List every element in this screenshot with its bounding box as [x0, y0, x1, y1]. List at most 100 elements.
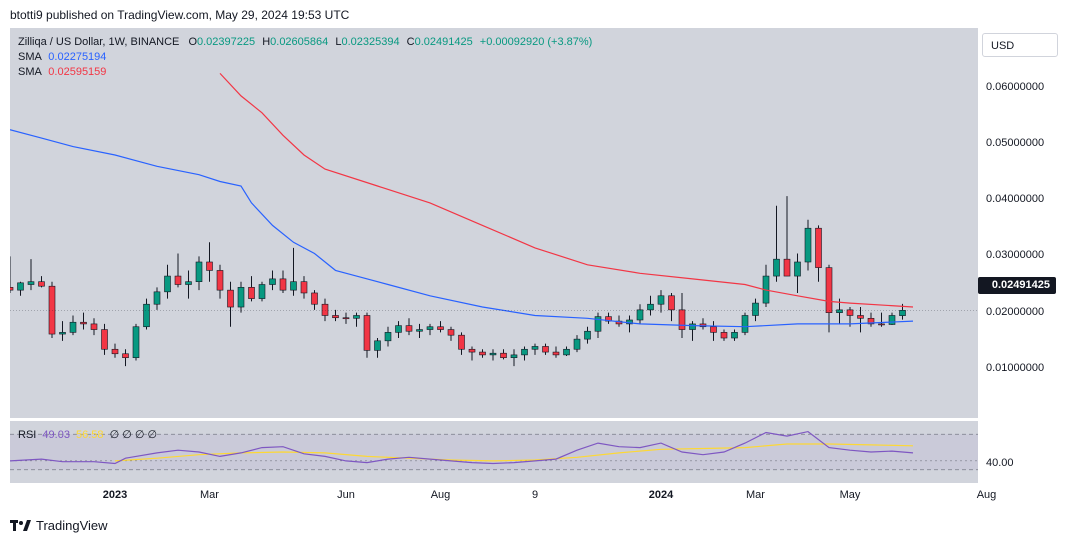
- candle-body: [59, 332, 66, 335]
- sma-fast-label: SMA: [18, 51, 42, 63]
- price-label: 0.02000000: [986, 306, 1045, 318]
- time-tick-label: May: [839, 489, 861, 501]
- rsi-value: 49.03: [42, 429, 70, 441]
- candle-body: [132, 326, 140, 359]
- candle-body: [857, 315, 864, 319]
- candle-body: [279, 278, 287, 291]
- candle-body: [689, 323, 696, 330]
- rsi-legend: RSI 49.03 56.58 ∅ ∅ ∅ ∅: [18, 428, 157, 441]
- candle-body: [489, 352, 497, 356]
- candle-body: [363, 315, 371, 351]
- candle-body: [195, 261, 203, 282]
- sma-fast-line: [10, 129, 914, 328]
- candle-body: [563, 348, 570, 356]
- rsi-line: [10, 430, 914, 465]
- candle-body: [216, 270, 224, 291]
- candle-body: [111, 348, 119, 355]
- candle-body: [794, 261, 801, 277]
- rsi-scale-label: 40.00: [986, 457, 1014, 469]
- high-value: 0.02605864: [270, 36, 329, 48]
- candle-body: [899, 310, 906, 316]
- candle-body: [720, 332, 728, 339]
- candle-body: [836, 309, 843, 313]
- candle-body: [752, 302, 759, 316]
- candle-body: [552, 351, 560, 356]
- candle-body: [426, 326, 434, 330]
- candle-body: [332, 315, 339, 319]
- price-chart: [10, 72, 978, 367]
- candle-body: [636, 309, 644, 321]
- candle-body: [657, 295, 665, 305]
- candle-body: [311, 292, 318, 305]
- symbol-title: Zilliqa / US Dollar, 1W, BINANCE: [18, 36, 180, 48]
- candle-body: [468, 348, 476, 353]
- rsi-extra-values: ∅ ∅ ∅ ∅: [109, 429, 158, 441]
- time-tick-label: 9: [531, 489, 539, 501]
- time-tick-label: Mar: [746, 489, 765, 501]
- candle-body: [38, 281, 45, 287]
- candle-body: [647, 303, 654, 311]
- rsi-label: RSI: [18, 429, 37, 441]
- candle-body: [458, 334, 465, 350]
- candle-body: [804, 227, 812, 263]
- sma-slow-value: 0.02595159: [48, 66, 107, 78]
- candle-body: [164, 275, 171, 293]
- candle-body: [90, 323, 98, 330]
- publisher-header: btotti9 published on TradingView.com, Ma…: [10, 8, 350, 22]
- candle-body: [521, 348, 528, 356]
- candle-body: [290, 281, 297, 291]
- time-tick-label: Aug: [430, 489, 451, 501]
- last-price-tag: 0.02491425: [978, 277, 1056, 294]
- price-label: 0.04000000: [986, 193, 1045, 205]
- candle-body: [237, 287, 245, 308]
- candle-body: [353, 315, 360, 319]
- candle-body: [573, 338, 581, 350]
- candle-body: [416, 329, 423, 332]
- rsi-ma-line: [114, 443, 914, 462]
- candle-body: [594, 316, 602, 332]
- low-value: 0.02325394: [341, 36, 400, 48]
- sma-fast-row: SMA 0.02275194: [18, 50, 592, 65]
- candle-body: [206, 261, 213, 271]
- candle-body: [395, 325, 402, 333]
- candle-body: [888, 315, 896, 325]
- footer-brand: TradingView: [10, 518, 108, 533]
- candle-body: [101, 329, 108, 350]
- candle-body: [878, 323, 885, 326]
- candle-body: [783, 258, 791, 277]
- candle-body: [185, 281, 192, 285]
- rsi-pane[interactable]: RSI 49.03 56.58 ∅ ∅ ∅ ∅: [10, 421, 978, 483]
- time-tick-label: Aug: [976, 489, 997, 501]
- candle-body: [584, 330, 591, 340]
- candle-body: [867, 317, 875, 325]
- candle-body: [500, 352, 507, 359]
- candle-body: [542, 346, 549, 353]
- candle-body: [510, 354, 518, 359]
- symbol-row: Zilliqa / US Dollar, 1W, BINANCE O0.0239…: [18, 35, 592, 50]
- candle-body: [269, 278, 276, 285]
- currency-button[interactable]: USD: [982, 33, 1058, 57]
- chart-legend: Zilliqa / US Dollar, 1W, BINANCE O0.0239…: [18, 35, 592, 80]
- time-tick-label: 2023: [102, 489, 128, 501]
- candle-body: [27, 281, 35, 285]
- candle-body: [153, 291, 161, 305]
- open-label: O: [188, 36, 197, 48]
- candle-body: [374, 340, 381, 351]
- brand-name: TradingView: [36, 518, 108, 533]
- candle-body: [710, 326, 717, 333]
- candle-body: [80, 321, 87, 325]
- candle-body: [678, 309, 686, 330]
- price-label: 0.03000000: [986, 249, 1045, 261]
- candle-body: [122, 353, 129, 359]
- candle-body: [321, 303, 329, 316]
- rsi-ma-value: 56.58: [76, 429, 104, 441]
- time-tick-label: Jun: [337, 489, 355, 501]
- time-axis[interactable]: 2023 Mar Jun Aug 9 2024 Mar May Aug: [10, 483, 996, 509]
- sma-slow-line: [219, 72, 914, 308]
- time-tick-label: 2024: [648, 489, 674, 501]
- price-scale[interactable]: USD 0.06000000 0.05000000 0.04000000 0.0…: [978, 28, 1074, 483]
- price-label: 0.05000000: [986, 137, 1045, 149]
- main-chart-pane[interactable]: Zilliqa / US Dollar, 1W, BINANCE O0.0239…: [10, 28, 978, 418]
- candle-body: [437, 326, 444, 330]
- sma-slow-label: SMA: [18, 66, 42, 78]
